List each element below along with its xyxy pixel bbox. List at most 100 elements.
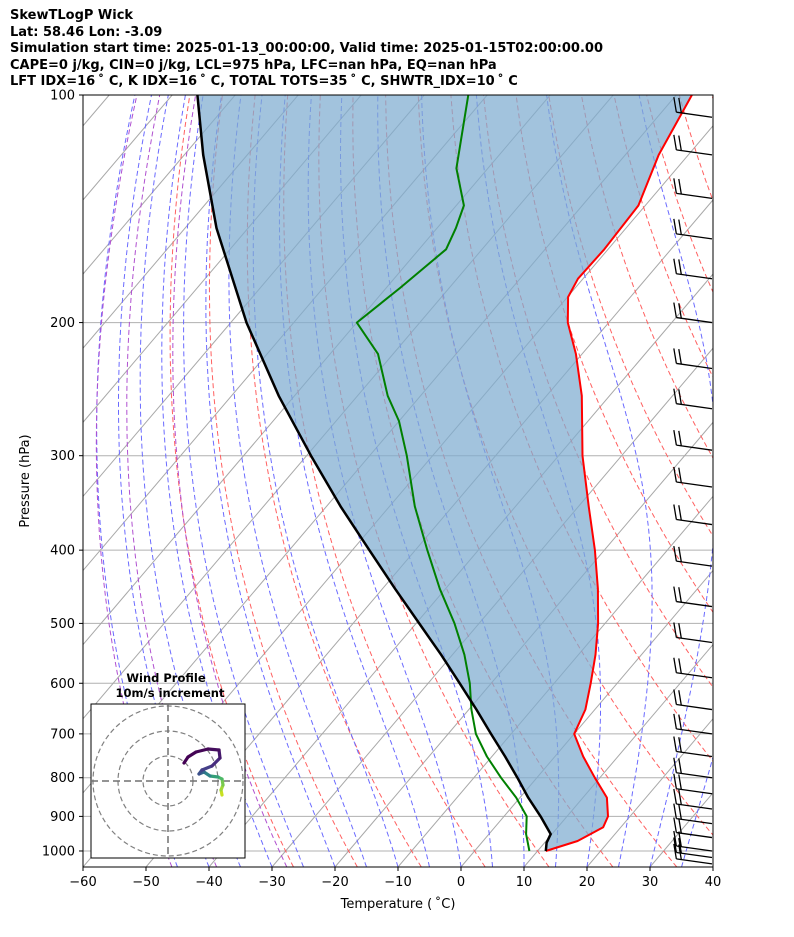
- wind-barb-shaft: [676, 316, 713, 324]
- station-title: SkewTLogP Wick: [10, 8, 134, 23]
- wind-barb-flag: [673, 388, 677, 404]
- wind-barb-shaft: [676, 845, 713, 852]
- wind-barb-flag: [678, 587, 682, 603]
- wind-barb-shaft: [676, 851, 713, 859]
- x-tick-label: 40: [705, 875, 722, 890]
- wind-barb-shaft: [676, 672, 713, 679]
- wind-barb: [673, 837, 713, 859]
- wind-barb-shaft: [676, 560, 713, 567]
- wind-barb-shaft: [676, 831, 713, 839]
- x-tick-label: −20: [321, 875, 348, 890]
- wind-profile-inset: Wind Profile 10m/s increment: [90, 671, 246, 859]
- wind-barb-flag: [673, 757, 677, 773]
- wind-barb-flag: [673, 218, 677, 234]
- cin-shading-area: [197, 95, 692, 851]
- wind-barb: [673, 178, 713, 200]
- dry-adiabat: [515, 95, 713, 614]
- inset-subtitle: 10m/s increment: [116, 686, 225, 700]
- wind-barb: [673, 430, 713, 451]
- isotherm-gridline: [271, 347, 713, 867]
- wind-barb-shaft: [676, 858, 713, 865]
- wind-barb-flag: [678, 774, 682, 790]
- wind-barb: [673, 713, 713, 735]
- y-tick-label: 700: [50, 727, 75, 742]
- moist-adiabat: [228, 95, 367, 867]
- wind-barb-shaft: [676, 600, 713, 608]
- wind-barb: [673, 302, 713, 324]
- wind-barb: [673, 788, 713, 810]
- moist-adiabat: [339, 95, 493, 867]
- wind-barb: [673, 736, 713, 758]
- wind-barb-flag: [678, 789, 682, 805]
- wind-barb-flag: [678, 178, 682, 195]
- wind-barb-flag: [673, 586, 677, 602]
- hodograph-segment: [210, 756, 222, 768]
- y-tick-label: 300: [50, 449, 75, 464]
- y-tick-label: 800: [50, 771, 75, 786]
- wind-barb-flag: [678, 349, 682, 365]
- hodograph-segment: [200, 764, 214, 772]
- wind-barb-shaft: [676, 233, 713, 240]
- simulation-time: Simulation start time: 2025-01-13_00:00:…: [10, 41, 603, 56]
- wind-barb-flag: [673, 713, 677, 729]
- y-axis-label: Pressure (hPa): [18, 434, 33, 527]
- wind-barb-flag: [673, 97, 677, 113]
- wind-barb: [673, 657, 713, 679]
- wind-barb-flag: [678, 219, 682, 235]
- wind-barbs: [673, 97, 713, 865]
- wind-barb: [673, 97, 713, 118]
- wind-barb-flag: [678, 844, 682, 860]
- wind-barb-shaft: [676, 403, 713, 410]
- wind-barb-flag: [673, 504, 677, 520]
- wind-barb-flag: [673, 736, 677, 752]
- wind-barb-flag: [673, 830, 677, 847]
- moist-adiabat: [252, 95, 399, 867]
- wind-barb-flag: [673, 302, 677, 318]
- wind-barb-flag: [673, 843, 677, 859]
- x-tick-label: 0: [457, 875, 465, 890]
- wind-barb: [673, 803, 713, 825]
- moist-adiabat: [638, 95, 713, 867]
- dry-adiabat: [777, 95, 794, 867]
- convective-indices: CAPE=0 j/kg, CIN=0 j/kg, LCL=975 hPa, LF…: [10, 57, 497, 73]
- x-tick-label: −60: [69, 875, 96, 890]
- wind-barb-flag: [678, 303, 682, 319]
- y-tick-label: 500: [50, 617, 75, 632]
- dewpoint-line: [355, 95, 531, 852]
- wind-barb-shaft: [676, 636, 713, 644]
- sounding-profiles: [196, 95, 693, 852]
- wind-barb-flag: [678, 135, 682, 151]
- wind-barb-flag: [678, 658, 682, 674]
- isotherm-gridline: [523, 643, 713, 867]
- moist-adiabat: [183, 95, 304, 867]
- wind-barb-flag: [678, 737, 682, 753]
- wind-barb-flag: [673, 803, 677, 819]
- x-tick-label: 30: [642, 875, 659, 890]
- station-location: Lat: 58.46 Lon: -3.09: [10, 24, 163, 40]
- x-tick-label: −40: [195, 875, 222, 890]
- wind-barb: [673, 218, 713, 240]
- moist-adiabat: [546, 95, 653, 867]
- wind-barb: [673, 546, 713, 567]
- wind-barb-flag: [673, 622, 677, 638]
- y-tick-label: 900: [50, 810, 75, 825]
- wind-barb: [673, 843, 713, 865]
- wind-barb-shaft: [676, 703, 713, 711]
- wind-barb: [673, 817, 713, 839]
- moist-adiabat: [681, 755, 713, 867]
- mixing-ratio-line: [172, 95, 288, 867]
- cape-cin-shading: [197, 95, 692, 851]
- dry-adiabat: [711, 95, 713, 101]
- wind-barb: [673, 466, 713, 488]
- wind-barb-flag: [678, 690, 682, 706]
- wind-barb-flag: [673, 773, 677, 789]
- wind-barb-flag: [673, 657, 677, 673]
- wind-barb-flag: [673, 689, 677, 705]
- moist-adiabat: [161, 95, 273, 867]
- dry-adiabat: [246, 95, 422, 867]
- hodograph: [91, 704, 245, 858]
- x-axis-label: Temperature ( ˚C): [340, 896, 456, 912]
- wind-barb-flag: [673, 258, 677, 274]
